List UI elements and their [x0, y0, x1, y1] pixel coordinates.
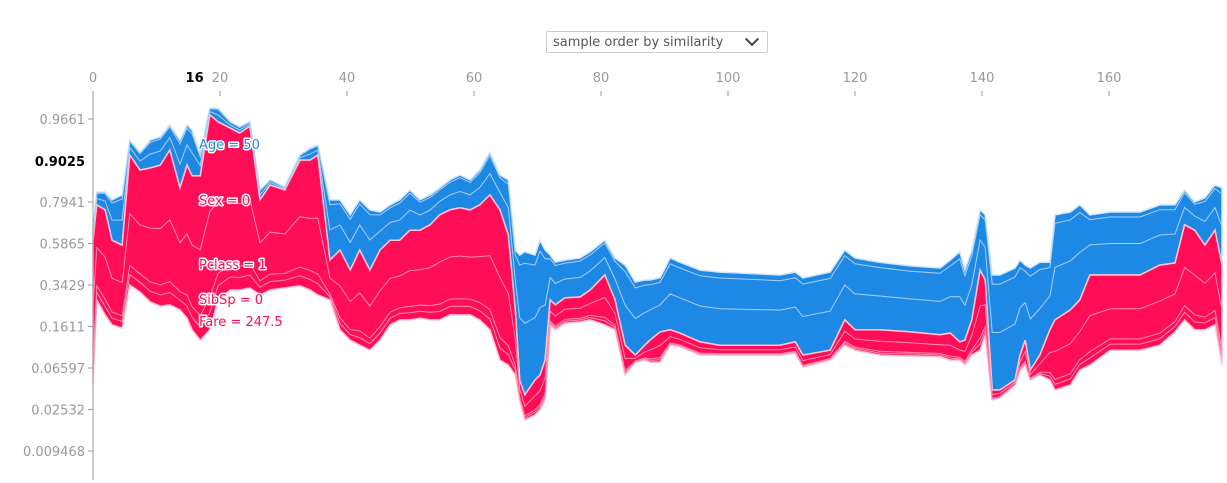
y-tick-label: 0.009468 — [23, 445, 85, 460]
y-tick-label: 0.1611 — [40, 321, 86, 336]
feature-label-fare: Fare = 247.5 — [199, 315, 283, 330]
x-highlight-label: 16 — [186, 71, 204, 86]
feature-label-pclass: Pclass = 1 — [199, 258, 267, 273]
feature-label-sex: Sex = 0 — [199, 194, 250, 209]
ordering-select[interactable]: sample order by similarity — [546, 31, 768, 53]
y-tick-label: 0.02532 — [31, 404, 85, 419]
feature-label-sibsp: SibSp = 0 — [199, 293, 263, 308]
x-tick-label: 20 — [212, 71, 229, 86]
feature-label-age: Age = 50 — [199, 138, 260, 153]
y-axis: 0.9661 0.7941 0.5865 0.3429 0.1611 0.06597 0.0… — [23, 91, 94, 480]
x-tick-label: 140 — [970, 71, 995, 86]
x-tick-label: 40 — [339, 71, 356, 86]
y-tick-label: 0.7941 — [40, 196, 86, 211]
feature-boundary-line — [92, 110, 1223, 333]
feature-labels: Age = 50 Sex = 0 Pclass = 1 SibSp = 0 Fa… — [198, 137, 285, 332]
x-tick-label: 100 — [716, 71, 741, 86]
plot-areas — [92, 107, 1223, 421]
y-highlight-label: 0.9025 — [35, 155, 85, 170]
y-tick-label: 0.06597 — [31, 362, 85, 377]
feature-boundary-line — [92, 198, 1223, 408]
x-axis: 0 20 40 60 80 100 120 140 160 16 — [89, 71, 1122, 96]
feature-boundary-line — [92, 263, 1223, 417]
x-tick-label: 160 — [1097, 71, 1122, 86]
x-tick-label: 60 — [466, 71, 483, 86]
y-tick-label: 0.9661 — [40, 113, 86, 128]
x-tick-label: 120 — [843, 71, 868, 86]
feature-boundary-line — [92, 273, 1223, 419]
y-tick-label: 0.5865 — [40, 238, 86, 253]
feature-boundary-line — [92, 108, 1223, 289]
x-tick-label: 0 — [89, 71, 97, 86]
y-tick-label: 0.3429 — [40, 279, 86, 294]
x-tick-label: 80 — [593, 71, 610, 86]
positive-effect-area — [92, 113, 1223, 421]
ordering-select-value: sample order by similarity — [553, 34, 724, 50]
